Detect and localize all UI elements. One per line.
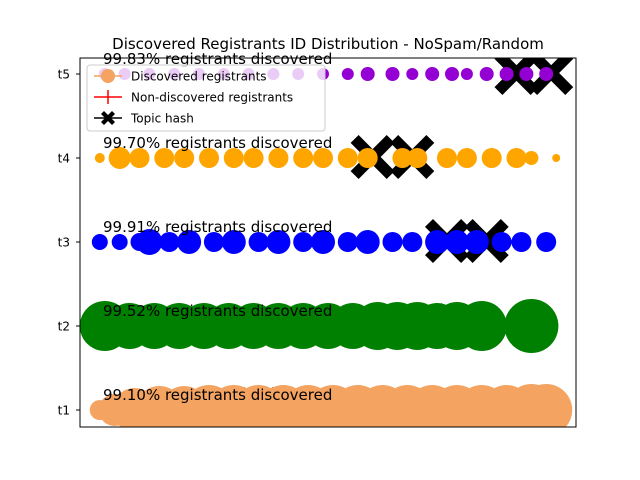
annotation-t5: 99.83% registrants discovered (103, 50, 332, 68)
registrant-point-t4-18 (506, 148, 527, 168)
annotation-t1: 99.10% registrants discovered (103, 386, 332, 404)
annotation-t2: 99.52% registrants discovered (103, 302, 332, 320)
series-t3 (91, 219, 557, 263)
registrant-point-t4-4 (174, 148, 195, 168)
legend-entry-non-discovered: Non-discovered registrants (94, 90, 293, 105)
registrant-point-t4-20 (552, 154, 561, 162)
y-tick-label-t1: t1 (58, 404, 70, 418)
registrant-point-t3-0 (91, 234, 108, 250)
registrant-point-t3-7 (221, 230, 246, 254)
registrant-point-t3-6 (203, 232, 224, 252)
registrant-point-t4-7 (243, 148, 264, 168)
registrant-point-t1-19 (520, 384, 573, 427)
legend: Discovered registrants Non-discovered re… (86, 64, 326, 132)
plot-data (80, 58, 574, 427)
registrant-point-t3-5 (177, 230, 202, 254)
registrant-point-t5-10 (341, 68, 354, 80)
registrant-point-t3-10 (293, 232, 314, 252)
legend-label-non-discovered: Non-discovered registrants (131, 91, 293, 105)
registrant-point-t4-0 (94, 153, 105, 163)
registrant-point-t5-11 (360, 67, 375, 81)
annotations: 99.10% registrants discovered 99.52% regi… (103, 50, 332, 404)
registrant-point-t5-16 (460, 68, 473, 80)
registrant-point-t3-20 (511, 232, 532, 252)
registrant-point-t3-9 (266, 230, 291, 254)
legend-entry-topic-hash: Topic hash (94, 111, 194, 126)
annotation-t4: 99.70% registrants discovered (103, 134, 332, 152)
y-tick-label-t5: t5 (58, 68, 70, 82)
registrant-point-t4-9 (293, 148, 314, 168)
registrant-point-t5-17 (479, 67, 494, 81)
legend-box (86, 64, 326, 132)
registrant-point-t3-8 (248, 232, 269, 252)
registrant-point-t5-14 (425, 67, 440, 81)
series-t1 (89, 384, 573, 427)
registrant-point-t3-13 (355, 230, 380, 254)
registrant-point-t4-8 (268, 148, 289, 168)
registrant-point-t4-2 (129, 148, 150, 168)
registrant-point-t4-5 (199, 148, 219, 168)
legend-circle-marker (101, 69, 115, 83)
registrant-point-t4-14 (407, 148, 428, 168)
annotation-t3: 99.91% registrants discovered (103, 218, 332, 236)
registrant-point-t3-17 (445, 230, 469, 254)
y-tick-label-t4: t4 (58, 152, 70, 166)
registrant-point-t4-3 (154, 148, 175, 168)
registrant-point-t4-15 (437, 148, 457, 168)
registrant-point-t2-16 (456, 301, 507, 351)
y-axis: t1 t2 t3 t4 t5 (58, 68, 80, 418)
registrant-point-t3-1 (111, 234, 128, 250)
registrant-point-t3-3 (136, 229, 163, 255)
registrant-point-t3-12 (337, 232, 358, 252)
registrant-point-t4-17 (481, 148, 502, 168)
registrant-point-t3-11 (311, 230, 335, 254)
registrant-point-t5-18 (499, 67, 514, 81)
registrant-point-t4-10 (313, 148, 333, 168)
registrant-point-t5-15 (445, 67, 459, 81)
registrant-point-t5-13 (406, 68, 419, 80)
registrant-point-t4-13 (392, 148, 413, 168)
series-t2 (80, 299, 559, 353)
registrant-point-t2-17 (504, 299, 559, 353)
y-tick-label-t2: t2 (58, 320, 70, 334)
legend-label-topic-hash: Topic hash (130, 112, 194, 126)
registrant-point-t4-12 (357, 148, 378, 168)
legend-x-marker (101, 111, 115, 125)
registrant-point-t3-19 (491, 232, 512, 252)
registrant-point-t5-12 (385, 67, 400, 81)
chart-title: Discovered Registrants ID Distribution -… (112, 35, 544, 53)
registrant-point-t3-21 (536, 232, 557, 252)
registrant-point-t3-15 (402, 232, 423, 252)
y-tick-label-t3: t3 (58, 236, 70, 250)
registrant-point-t5-19 (519, 67, 534, 81)
registrant-point-t3-4 (159, 232, 180, 252)
registrant-point-t3-14 (382, 232, 403, 252)
registrant-point-t5-20 (539, 67, 554, 81)
registrant-point-t4-1 (108, 147, 131, 169)
registrant-point-t4-16 (456, 148, 477, 168)
registrant-point-t3-18 (464, 230, 489, 254)
series-t4 (94, 135, 561, 179)
registrant-point-t4-19 (524, 151, 539, 165)
registrant-point-t4-11 (337, 148, 358, 168)
legend-entry-discovered: Discovered registrants (94, 69, 267, 84)
registrant-point-t4-6 (223, 148, 244, 168)
legend-label-discovered: Discovered registrants (131, 70, 267, 84)
registrant-point-t3-16 (425, 230, 450, 254)
